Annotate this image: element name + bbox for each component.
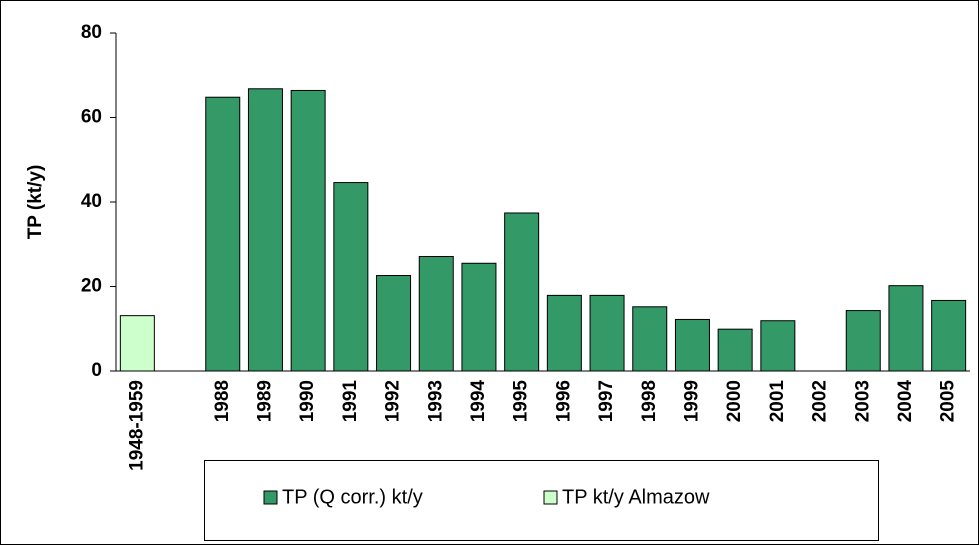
bar xyxy=(333,182,369,372)
bar xyxy=(376,275,412,372)
y-tick-label: 40 xyxy=(81,191,102,212)
bar xyxy=(589,294,625,372)
x-tick-label: 2001 xyxy=(767,380,788,423)
x-tick-label: 1993 xyxy=(425,380,446,422)
x-tick-label: 1995 xyxy=(511,380,532,423)
y-tick-label: 20 xyxy=(81,276,102,297)
legend-label: TP kt/y Almazow xyxy=(562,486,710,508)
y-axis-label: TP (kt/y) xyxy=(25,165,46,240)
x-tick-label: 2002 xyxy=(810,380,831,422)
x-tick-label: 1992 xyxy=(383,380,404,422)
x-tick-label: 1998 xyxy=(639,380,660,422)
legend-label: TP (Q corr.) kt/y xyxy=(282,486,423,508)
legend-swatch xyxy=(263,490,278,505)
x-tick-label: 2005 xyxy=(938,380,959,423)
bar xyxy=(674,318,710,372)
x-tick-label: 1996 xyxy=(553,380,574,422)
x-tick-label: 2003 xyxy=(852,380,873,422)
x-tick-label: 2004 xyxy=(895,380,916,423)
x-tick-label: 1990 xyxy=(297,380,318,422)
x-tick-label: 1991 xyxy=(340,380,361,423)
y-tick-label: 60 xyxy=(81,107,102,128)
bar xyxy=(247,88,283,372)
y-tick-label: 0 xyxy=(91,360,102,381)
bar xyxy=(461,262,497,372)
bar xyxy=(119,315,155,372)
bar xyxy=(717,328,753,372)
y-tick-label: 80 xyxy=(81,22,102,43)
bar xyxy=(931,299,967,372)
bar xyxy=(418,256,454,372)
x-tick-label: 1948-1959 xyxy=(126,380,147,471)
x-tick-label: 1997 xyxy=(596,380,617,422)
bar xyxy=(546,294,582,372)
legend-swatch xyxy=(543,490,558,505)
x-tick-label: 1999 xyxy=(681,380,702,422)
x-tick-label: 1989 xyxy=(254,380,275,422)
bar xyxy=(845,310,881,372)
bar xyxy=(290,89,326,372)
bar xyxy=(632,306,668,372)
bar xyxy=(760,320,796,372)
x-tick-label: 1988 xyxy=(212,380,233,422)
bar xyxy=(205,96,241,372)
bar xyxy=(888,285,924,372)
legend xyxy=(204,460,879,541)
bar xyxy=(504,212,540,372)
x-tick-label: 2000 xyxy=(724,380,745,422)
x-tick-label: 1994 xyxy=(468,380,489,423)
